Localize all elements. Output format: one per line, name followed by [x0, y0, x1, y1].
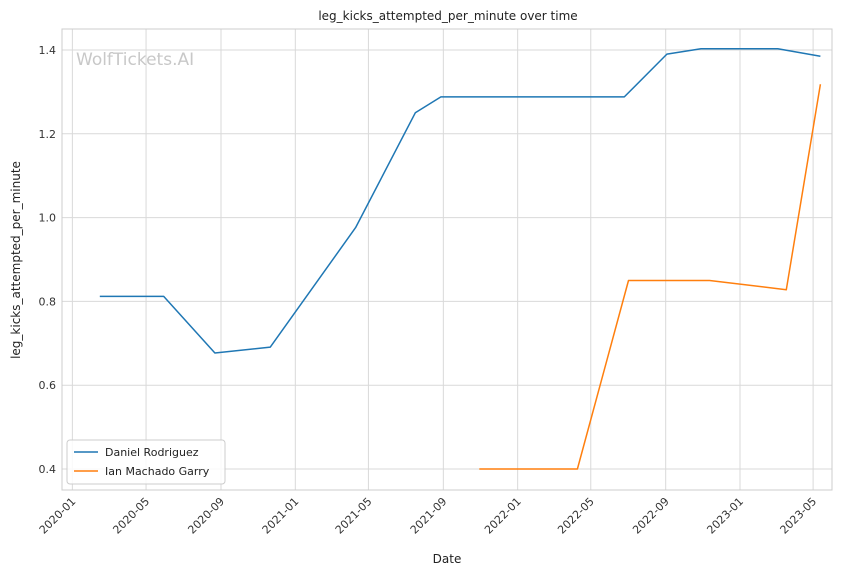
legend-label-daniel-rodriguez: Daniel Rodriguez [105, 446, 199, 459]
legend: Daniel Rodriguez Ian Machado Garry [66, 439, 226, 485]
y-tick-label: 1.4 [39, 44, 57, 57]
x-tick-label: 2023-05 [778, 495, 820, 537]
x-tick-label: 2022-05 [555, 495, 597, 537]
x-tick-label: 2020-09 [185, 495, 227, 537]
series-line-ian-machado-garry [479, 84, 822, 470]
series-line-daniel-rodriguez [99, 47, 821, 354]
grid [62, 29, 832, 490]
legend-box [66, 439, 226, 485]
legend-label-ian-machado-garry: Ian Machado Garry [105, 465, 210, 478]
x-tick-label: 2023-01 [704, 495, 746, 537]
x-tick-label: 2021-09 [408, 495, 450, 537]
y-tick-label: 1.0 [39, 212, 57, 225]
plot-frame [61, 28, 833, 491]
y-tick-label: 0.6 [39, 379, 57, 392]
chart-title: leg_kicks_attempted_per_minute over time [318, 9, 577, 23]
y-tick-label: 0.4 [39, 463, 57, 476]
x-tick-label: 2022-01 [482, 495, 524, 537]
series-layer [99, 47, 822, 470]
x-axis-title: Date [433, 552, 462, 566]
y-axis-title: leg_kicks_attempted_per_minute [9, 161, 23, 359]
y-tick-label: 1.2 [39, 128, 57, 141]
x-tick-label: 2020-05 [110, 495, 152, 537]
watermark: WolfTickets.AI [76, 50, 194, 70]
x-tick-label: 2021-05 [333, 495, 375, 537]
x-tick-label: 2022-09 [630, 495, 672, 537]
x-tick-label: 2020-01 [37, 495, 79, 537]
y-tick-label: 0.8 [39, 295, 57, 308]
x-tick-label: 2021-01 [260, 495, 302, 537]
